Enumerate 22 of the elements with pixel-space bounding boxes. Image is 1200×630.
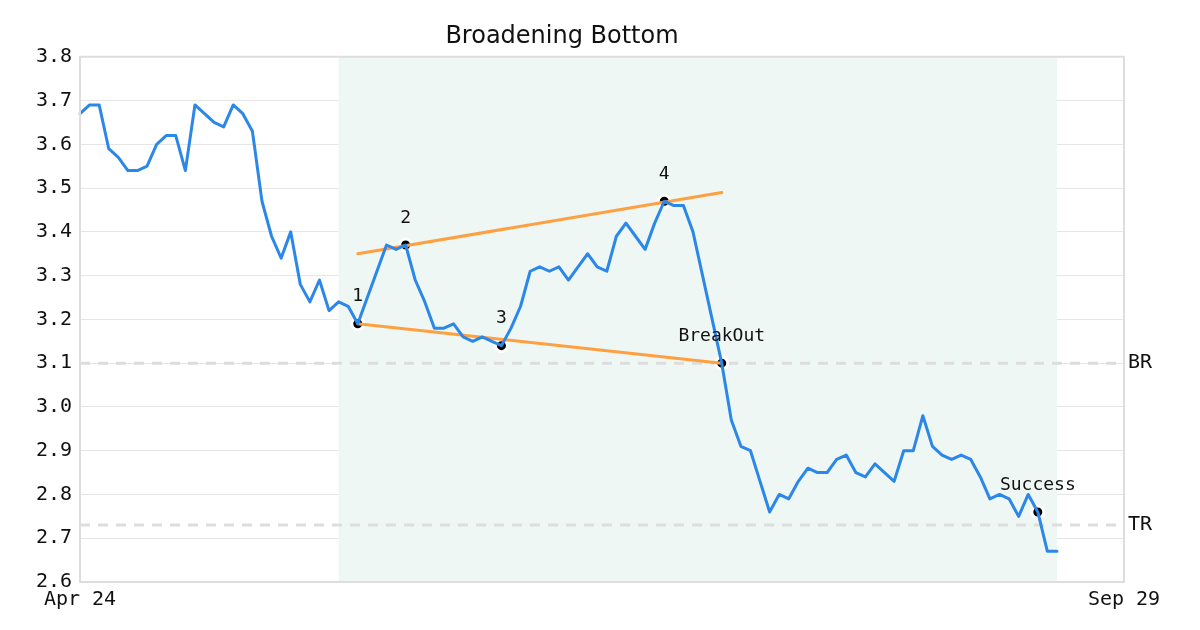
series-label: 1 [352, 284, 364, 306]
y-tick-label: 2.8 [35, 480, 72, 505]
y-tick-label: 3.7 [35, 86, 72, 111]
y-tick-label: 3.6 [35, 130, 72, 155]
x-tick-label: Apr 24 [43, 586, 117, 611]
y-tick-label: 3.0 [35, 393, 72, 418]
y-tick-label: 3.4 [35, 218, 72, 243]
series-label: Success [999, 472, 1076, 494]
ref-line-label: BR [1128, 349, 1154, 374]
ref-line-label: TR [1128, 511, 1154, 536]
x-tick-label: Sep 29 [1087, 586, 1161, 611]
series-label: 4 [658, 161, 670, 183]
y-tick-label: 3.5 [35, 174, 72, 199]
y-tick-label: 2.7 [35, 524, 72, 549]
series-label: 2 [400, 205, 412, 227]
y-tick-label: 3.3 [35, 261, 72, 286]
y-tick-label: 3.2 [35, 305, 72, 330]
y-tick-label: 3.8 [35, 43, 72, 67]
y-tick-label: 2.9 [35, 436, 72, 461]
chart-title: Broadening Bottom [445, 20, 679, 49]
series-label: 3 [496, 306, 507, 328]
y-tick-label: 3.1 [35, 349, 72, 374]
